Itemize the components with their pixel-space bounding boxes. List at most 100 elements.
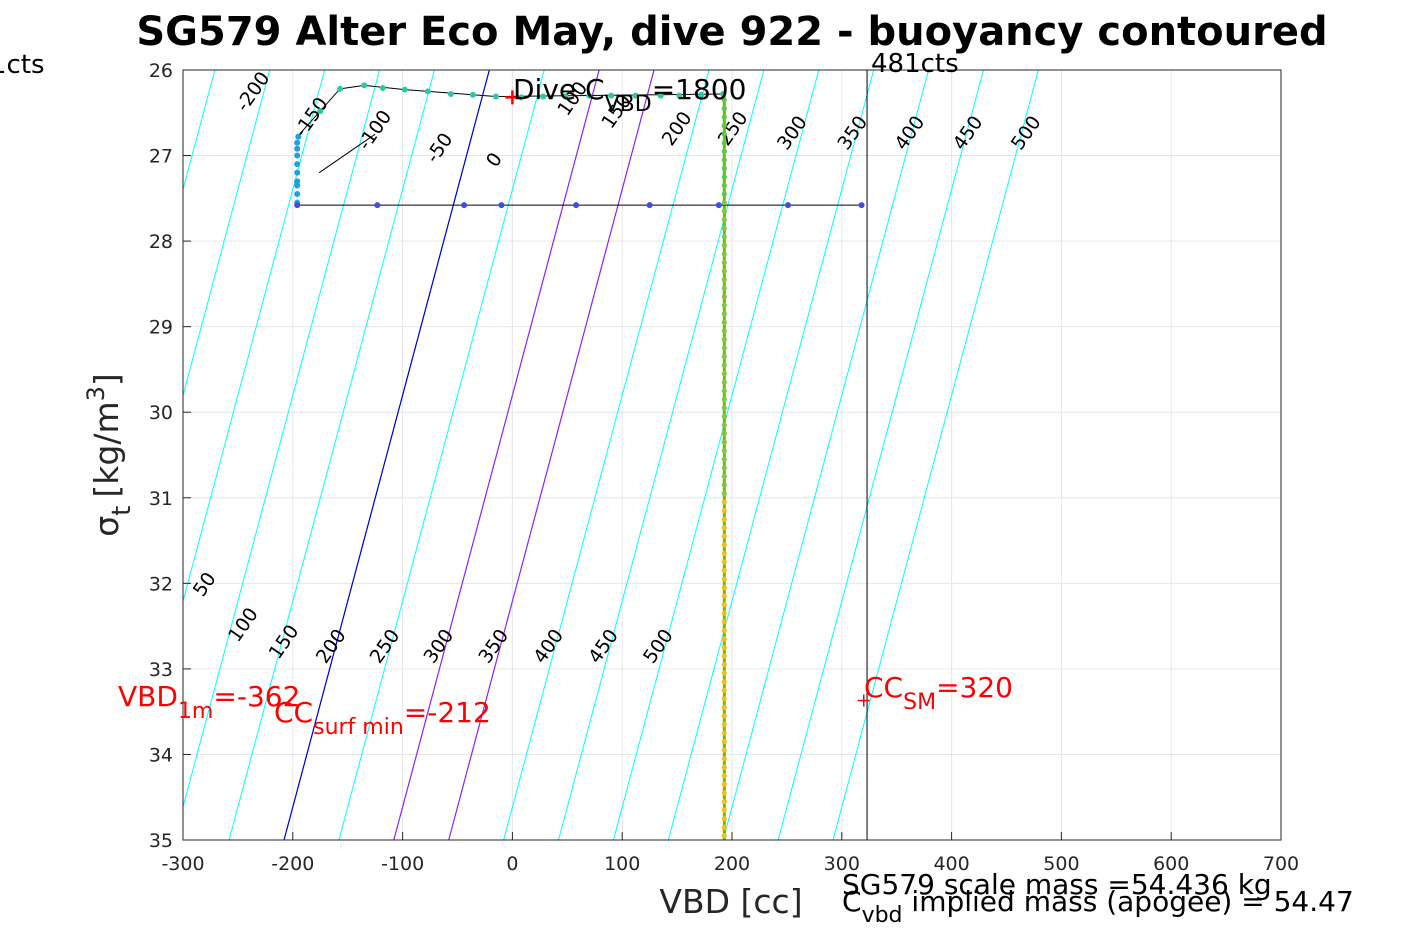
apogee-point [721, 542, 727, 548]
dive-point [401, 86, 408, 93]
apogee-point [721, 790, 727, 796]
apogee-point [721, 610, 727, 616]
contour-line [777, 70, 984, 840]
apogee-point [721, 277, 727, 283]
left-cts-label: 1cts [0, 50, 45, 80]
apogee-point [721, 140, 727, 146]
contour-bottom-label: 300 [419, 625, 458, 667]
apogee-point [721, 482, 727, 488]
apogee-point [721, 328, 727, 334]
apogee-point [721, 644, 727, 651]
contour-top-label: 400 [890, 112, 929, 154]
y-tick-label: 31 [149, 488, 173, 510]
apogee-point [721, 567, 727, 574]
contour-top-label: 0 [482, 149, 507, 172]
dive-point [424, 88, 431, 95]
apogee-point [721, 285, 727, 291]
dive-point [540, 93, 547, 100]
apogee-point [721, 550, 727, 556]
dive-point [469, 91, 476, 98]
apogee-point [721, 533, 727, 539]
apogee-point [721, 105, 727, 112]
apogee-point [721, 670, 727, 676]
apogee-point [721, 431, 727, 437]
dive-cvbd-marker [505, 90, 520, 105]
apogee-point [721, 234, 727, 240]
apogee-point [721, 413, 727, 420]
x-tick-label: 200 [714, 853, 750, 875]
y-tick-label: 28 [149, 231, 173, 253]
y-tick-label: 33 [149, 659, 173, 681]
apogee-point [721, 490, 727, 497]
apogee-point [721, 225, 727, 231]
apogee-point [721, 798, 727, 805]
apogee-point [721, 131, 727, 137]
vbd-1m-label: VBD1m=-362 [118, 680, 300, 724]
dive-point [720, 90, 727, 97]
contour-top-label: -150 [290, 93, 333, 141]
apogee-point [721, 721, 727, 728]
apogee-point [721, 242, 727, 248]
apogee-point [721, 764, 727, 770]
apogee-point [721, 302, 727, 308]
apogee-point [721, 157, 727, 163]
apogee-point [721, 816, 727, 822]
apogee-point [721, 687, 727, 693]
contour-line [183, 70, 326, 604]
dive-point [586, 92, 593, 99]
implied-mass-label: Cvbd implied mass (apogee) = 54.47 [842, 885, 1354, 928]
contour-bottom-label: 400 [529, 625, 568, 667]
chart-title: SG579 Alter Eco May, dive 922 - buoyancy… [136, 9, 1327, 55]
apogee-point [721, 388, 727, 394]
x-axis-label: VBD [cc] [659, 882, 802, 921]
climb-point [784, 202, 791, 209]
apogee-point [721, 636, 727, 642]
apogee-point [721, 713, 727, 719]
x-tick-label: 300 [824, 853, 860, 875]
apogee-point [721, 405, 727, 411]
apogee-point [721, 456, 727, 462]
x-tick-label: -200 [271, 853, 314, 875]
y-tick-label: 32 [149, 573, 173, 595]
x-tick-label: -100 [381, 853, 424, 875]
climb-point [294, 202, 301, 209]
apogee-point [721, 319, 727, 325]
x-tick-label: 100 [604, 853, 640, 875]
dive-point [337, 85, 344, 92]
contour-top-label: 250 [714, 108, 753, 150]
scale-mass-label: SG579 scale mass =54.436 kg [842, 868, 1272, 901]
apogee-point [721, 268, 727, 274]
dive-point [317, 108, 324, 115]
apogee-point [721, 576, 727, 582]
dive-point [379, 84, 386, 91]
contour-line [722, 70, 930, 840]
dive-point [294, 191, 301, 198]
apogee-point [721, 123, 727, 129]
apogee-point [721, 833, 727, 839]
contour-line [503, 70, 710, 840]
apogee-point [721, 516, 727, 522]
dive-point [294, 152, 301, 159]
apogee-point [721, 508, 727, 514]
dive-point [657, 92, 664, 99]
apogee-point [721, 473, 727, 479]
cc-sm-marker [857, 694, 870, 707]
contour-line [558, 70, 765, 840]
dive-point [294, 182, 301, 189]
y-tick-labels: 26 27 28 29 30 31 32 33 34 35 [149, 60, 191, 852]
apogee-point [721, 371, 727, 377]
y-tick-label: 30 [149, 402, 173, 424]
apogee-point [721, 602, 727, 608]
climb-point [573, 202, 580, 209]
x-tick-label: 700 [1263, 853, 1299, 875]
dive-point [294, 178, 301, 185]
apogee-point [721, 679, 727, 685]
apogee-point [721, 311, 727, 317]
x-tick-label: 0 [506, 853, 518, 875]
dive-point [518, 94, 525, 101]
apogee-point [721, 97, 727, 103]
dive-point [447, 90, 454, 97]
contour-top-label: -100 [354, 106, 397, 154]
apogee-point [721, 653, 727, 659]
dive-point [294, 161, 301, 168]
